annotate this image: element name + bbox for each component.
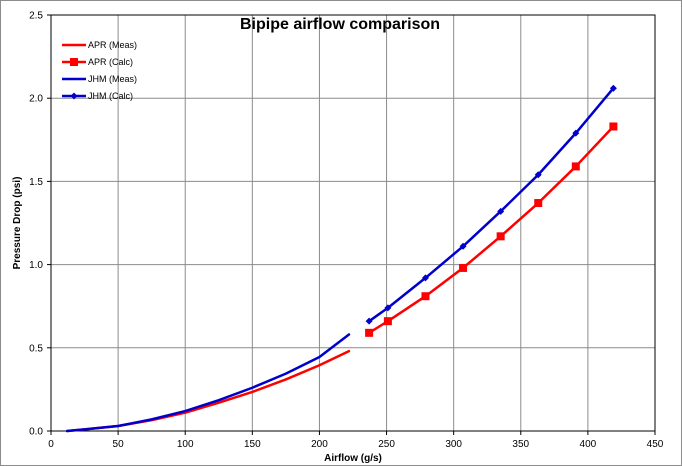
- series-line: [367, 86, 615, 323]
- x-tick-label: 450: [647, 439, 664, 450]
- legend: APR (Meas) APR (Calc) JHM (Meas) JHM (Calc): [62, 40, 137, 101]
- data-point: [609, 84, 617, 92]
- data-point: [459, 242, 467, 250]
- series-line: [65, 333, 351, 433]
- data-point: [571, 162, 580, 171]
- legend-label: APR (Calc): [88, 57, 133, 67]
- y-axis-label: Pressure Drop (psi): [12, 177, 23, 270]
- data-point: [496, 232, 505, 241]
- chart-title: Bipipe airflow comparison: [240, 16, 440, 33]
- data-point: [497, 207, 505, 215]
- legend-swatch-marker: [70, 58, 78, 66]
- y-tick-label: 1.5: [29, 177, 43, 188]
- x-tick-label: 350: [512, 439, 529, 450]
- plot-area: [50, 14, 656, 432]
- x-tick-label: 0: [48, 439, 54, 450]
- x-tick-label: 250: [378, 439, 395, 450]
- data-point: [609, 122, 618, 131]
- y-tick-label: 1.0: [29, 260, 43, 271]
- legend-label: JHM (Calc): [88, 91, 133, 101]
- data-point: [572, 129, 580, 137]
- data-point: [459, 263, 468, 272]
- series-line: [367, 125, 615, 335]
- y-tick-label: 2.0: [29, 94, 43, 105]
- data-point: [421, 274, 429, 282]
- x-tick-label: 100: [177, 439, 194, 450]
- x-tick-label: 400: [580, 439, 597, 450]
- series-3: [365, 84, 617, 325]
- legend-item: JHM (Calc): [62, 91, 133, 101]
- legend-item: APR (Meas): [62, 40, 137, 50]
- grid: [51, 15, 655, 431]
- x-tick-label: 300: [445, 439, 462, 450]
- data-point: [534, 171, 542, 179]
- y-tick-label: 0.0: [29, 427, 43, 438]
- series-2: [65, 333, 351, 433]
- series-layer: [65, 84, 618, 433]
- x-tick-label: 150: [244, 439, 261, 450]
- x-axis-label: Airflow (g/s): [324, 453, 382, 464]
- data-point: [534, 199, 543, 208]
- legend-swatch-marker: [70, 92, 78, 100]
- x-tick-label: 200: [311, 439, 328, 450]
- legend-label: APR (Meas): [88, 40, 137, 50]
- legend-item: APR (Calc): [62, 57, 133, 67]
- legend-label: JHM (Meas): [88, 74, 137, 84]
- data-point: [421, 292, 430, 301]
- x-tick-label: 50: [113, 439, 125, 450]
- data-point: [365, 317, 373, 325]
- ticks: 0 50 100 150 200 250 300 350 400 450 0.0 0.5 1.0 1.5 2…: [29, 11, 664, 451]
- data-point: [384, 304, 392, 312]
- y-tick-label: 2.5: [29, 11, 43, 22]
- y-tick-label: 0.5: [29, 343, 43, 354]
- data-point: [383, 317, 392, 326]
- data-point: [365, 328, 374, 337]
- legend-item: JHM (Meas): [62, 74, 137, 84]
- series-1: [365, 122, 618, 337]
